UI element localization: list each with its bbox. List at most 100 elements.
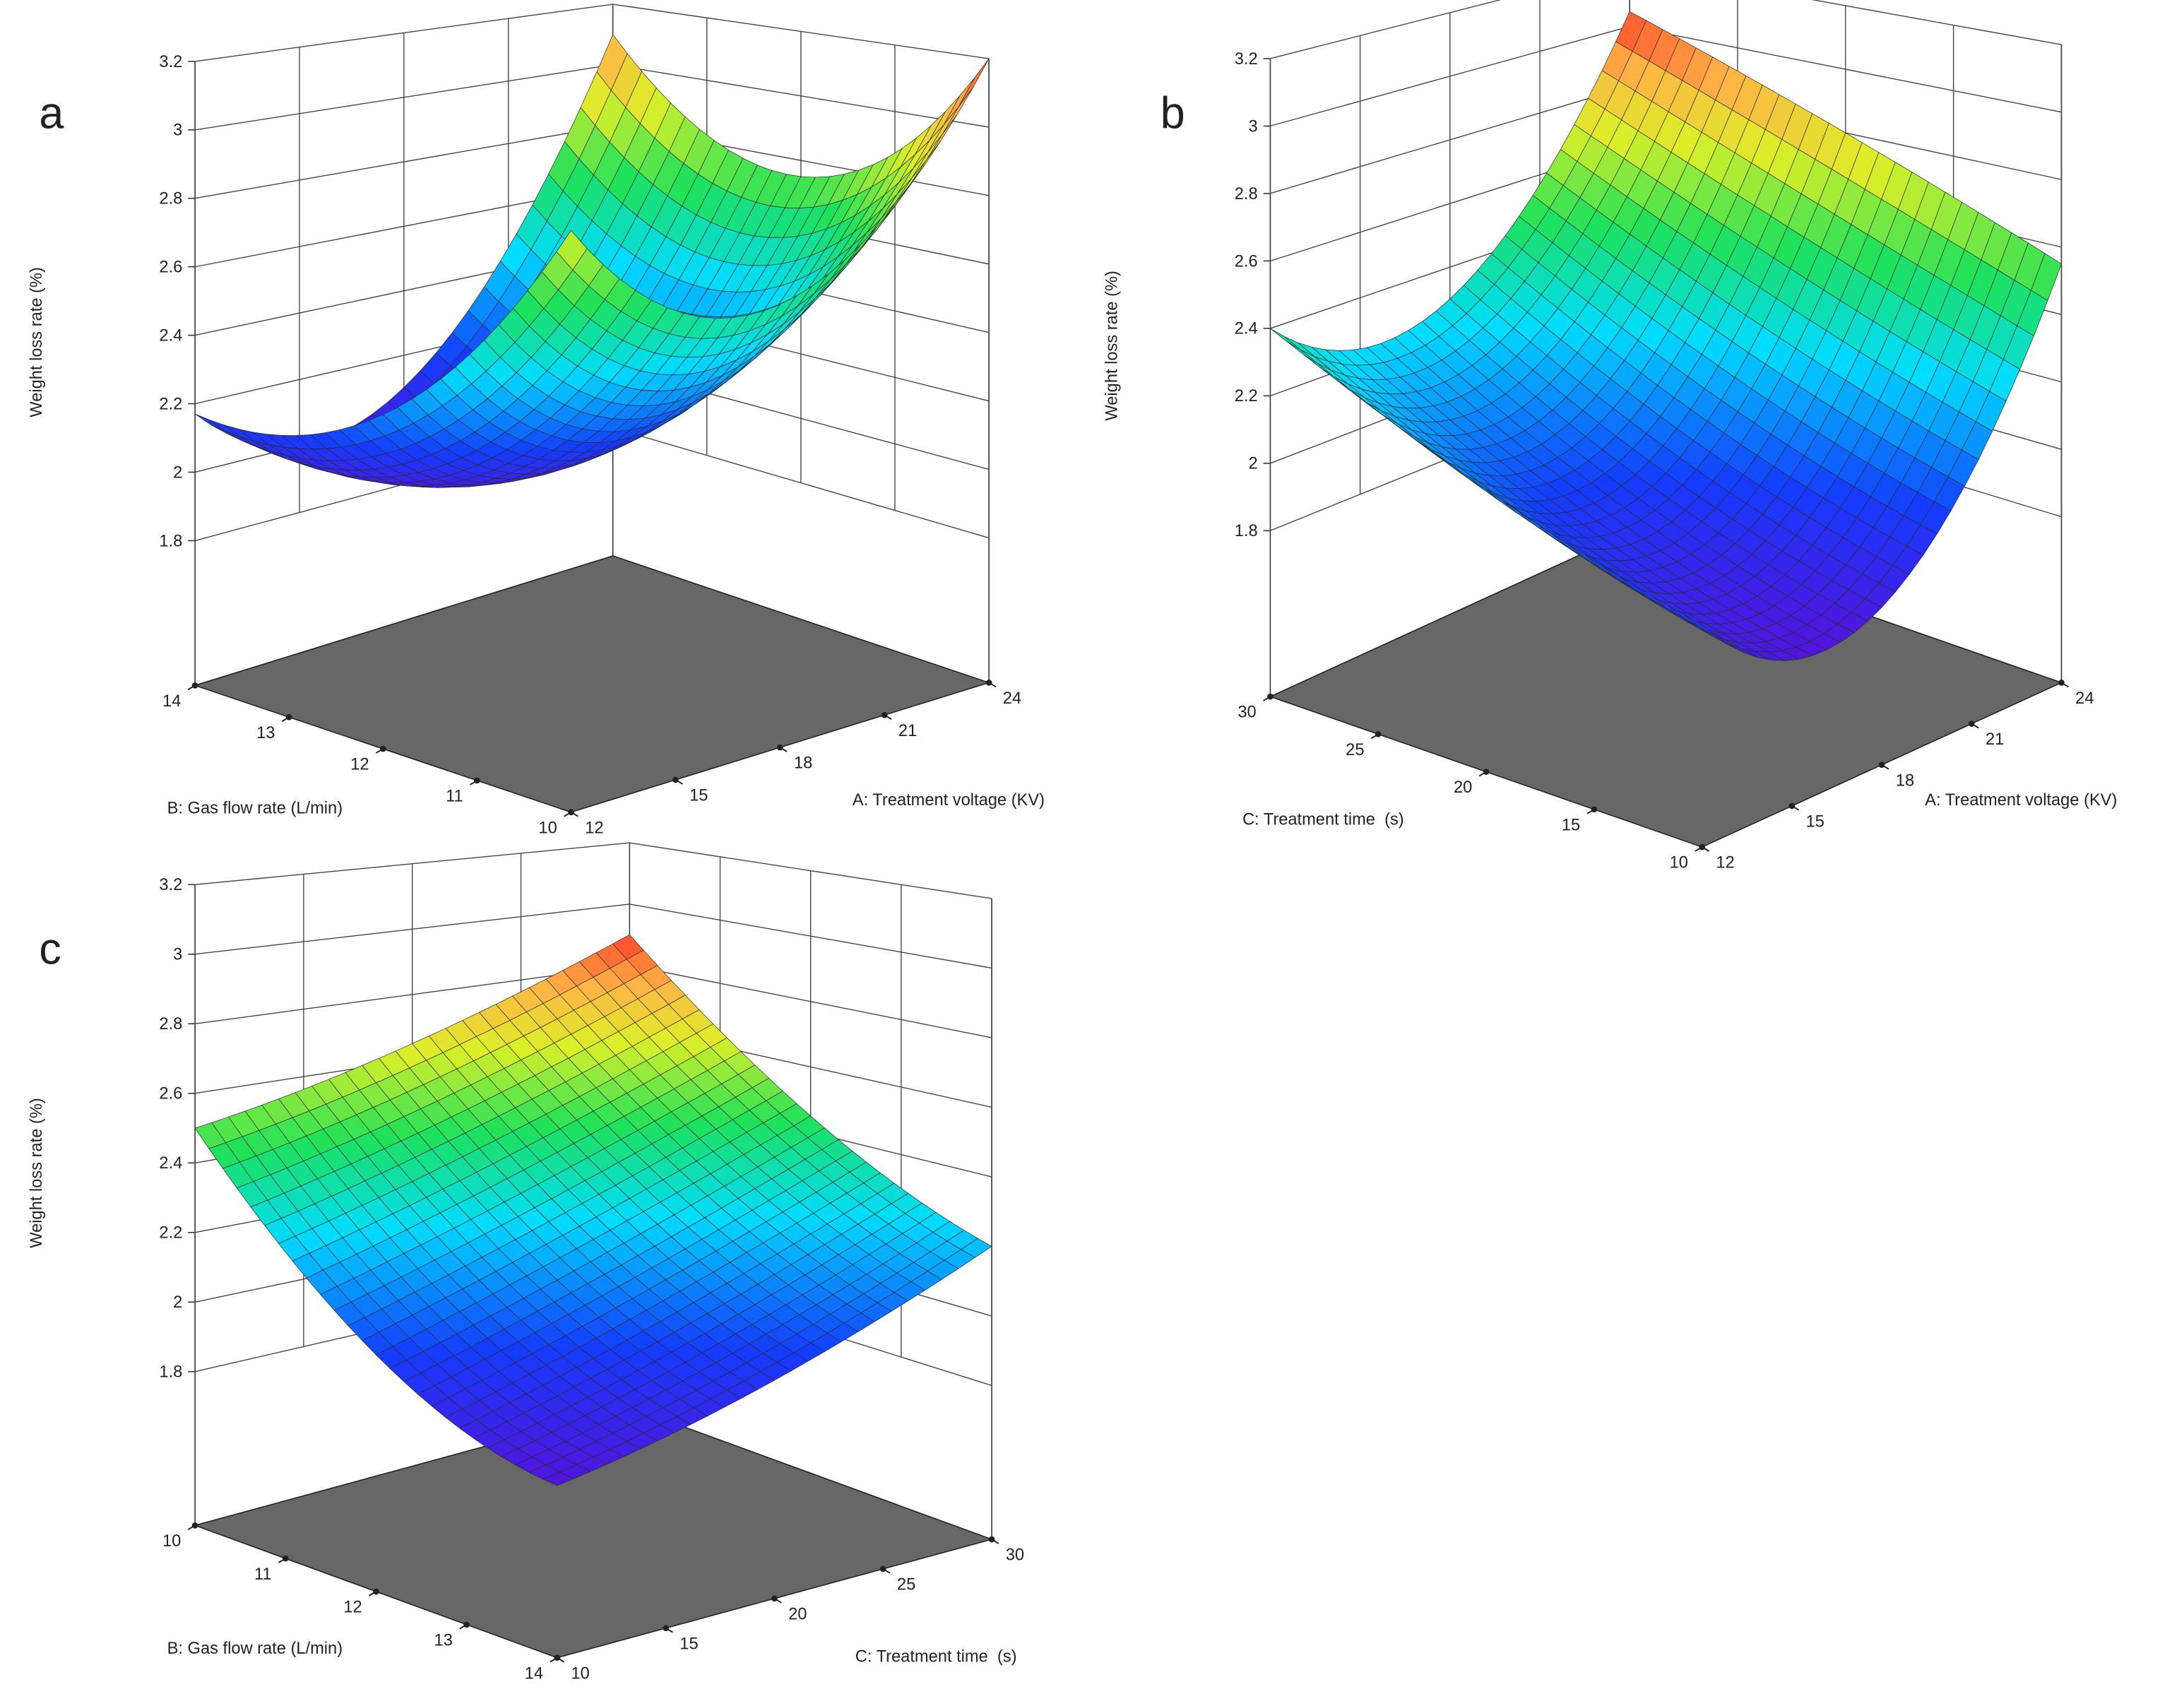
x-tick-dot	[985, 680, 992, 686]
z-tick-label: 3	[173, 122, 182, 140]
y-tick-label: 10	[1670, 854, 1688, 872]
x-tick-dot	[988, 1536, 995, 1543]
x-tick-dot	[1788, 802, 1796, 810]
z-tick-label: 2.4	[159, 1154, 182, 1173]
x-tick-label: 12	[585, 819, 603, 837]
x-tick-dot	[776, 744, 783, 751]
y-axis-title: B: Gas flow rate (L/min)	[167, 1640, 343, 1658]
z-tick-label: 2.6	[159, 259, 182, 277]
z-tick-label: 2.8	[1235, 185, 1258, 203]
y-tick-dot	[379, 745, 386, 752]
y-tick-dot	[1591, 806, 1598, 813]
y-tick-label: 10	[538, 819, 557, 837]
x-tick-label: 12	[1716, 854, 1734, 872]
x-tick-label: 21	[898, 722, 917, 740]
panel-label: b	[1161, 89, 1185, 138]
x-tick-label: 30	[1006, 1546, 1024, 1565]
surface-patch	[944, 78, 975, 125]
y-axis-title: C: Treatment time (s)	[1242, 811, 1404, 829]
z-tick-label: 2.4	[1235, 320, 1258, 338]
x-tick-dot	[1878, 761, 1885, 769]
y-tick-label: 11	[446, 787, 463, 805]
x-tick-label: 18	[1896, 771, 1914, 790]
panel-label: a	[39, 89, 64, 138]
z-tick-label: 3.2	[1235, 50, 1258, 69]
x-axis-title: A: Treatment voltage (KV)	[853, 791, 1045, 810]
surface-patch	[556, 230, 588, 271]
x-tick-dot	[663, 1625, 669, 1632]
x-axis-title: A: Treatment voltage (KV)	[1925, 791, 2117, 810]
z-tick-label: 3.2	[159, 876, 182, 894]
y-tick-label: 14	[162, 692, 181, 711]
surface	[194, 934, 992, 1486]
y-tick-dot	[282, 1555, 289, 1562]
y-tick-dot	[463, 1621, 470, 1628]
z-tick-label: 2.8	[159, 190, 182, 208]
x-tick-label: 15	[679, 1635, 698, 1653]
x-tick-label: 24	[2075, 689, 2094, 708]
z-tick-label: 1.8	[159, 1363, 182, 1382]
x-tick-label: 15	[689, 787, 708, 805]
x-tick-dot	[771, 1595, 778, 1602]
y-tick-label: 10	[162, 1532, 181, 1551]
x-tick-label: 21	[1986, 730, 2004, 749]
surface-patch	[1685, 615, 1716, 637]
z-tick-label: 3	[1248, 117, 1257, 136]
y-tick-dot	[554, 1654, 561, 1661]
surface-patch	[1270, 328, 1301, 350]
z-tick-label: 1.8	[1235, 522, 1258, 540]
y-tick-dot	[285, 713, 292, 721]
y-tick-dot	[1267, 693, 1274, 700]
z-tick-label: 2.2	[1235, 387, 1258, 405]
z-tick-label: 2.8	[159, 1015, 182, 1033]
z-tick-label: 2.2	[159, 395, 182, 413]
y-tick-dot	[191, 1522, 198, 1529]
z-tick-label: 2.2	[159, 1224, 182, 1243]
x-tick-dot	[879, 1565, 886, 1572]
x-tick-label: 24	[1003, 689, 1021, 708]
x-tick-label: 10	[571, 1664, 589, 1683]
z-tick-label: 2.4	[159, 326, 182, 345]
floor	[193, 555, 991, 813]
x-tick-label: 15	[1806, 812, 1824, 831]
z-tick-label: 2	[1248, 455, 1257, 473]
z-axis-title: Weight loss rate (%)	[28, 267, 46, 417]
z-axis-title: Weight loss rate (%)	[28, 1098, 46, 1248]
y-tick-dot	[1375, 731, 1382, 737]
surface	[1270, 11, 2062, 661]
y-axis-title: B: Gas flow rate (L/min)	[167, 800, 343, 818]
surface	[194, 34, 990, 488]
y-tick-label: 11	[254, 1565, 272, 1584]
panel-label: c	[39, 925, 61, 974]
y-tick-label: 12	[350, 756, 369, 774]
z-tick-label: 1.8	[159, 532, 182, 550]
y-tick-label: 13	[256, 724, 275, 742]
z-tick-label: 2.6	[1235, 252, 1258, 271]
y-tick-label: 13	[434, 1631, 453, 1649]
y-tick-label: 25	[1346, 741, 1364, 759]
surface-patch	[958, 58, 990, 107]
y-tick-dot	[568, 809, 574, 816]
y-tick-dot	[373, 1588, 379, 1595]
y-tick-label: 14	[525, 1664, 543, 1683]
z-tick-label: 2	[173, 1293, 182, 1312]
grid-line	[195, 842, 992, 899]
x-tick-dot	[2058, 680, 2065, 686]
y-tick-label: 30	[1238, 704, 1256, 722]
x-tick-label: 20	[788, 1606, 807, 1624]
z-tick-label: 3	[173, 946, 182, 964]
grid-line	[194, 4, 990, 62]
grid-line	[1270, 0, 2062, 59]
y-tick-dot	[474, 777, 480, 784]
y-tick-label: 12	[343, 1599, 362, 1617]
surface-patch	[542, 1471, 575, 1486]
x-axis-title: C: Treatment time (s)	[855, 1648, 1017, 1666]
z-tick-label: 2.6	[159, 1085, 182, 1103]
y-tick-label: 20	[1454, 778, 1472, 797]
y-tick-dot	[1699, 843, 1706, 850]
z-tick-label: 2	[173, 463, 182, 482]
x-tick-label: 18	[794, 754, 812, 773]
surface-patch	[194, 413, 226, 432]
